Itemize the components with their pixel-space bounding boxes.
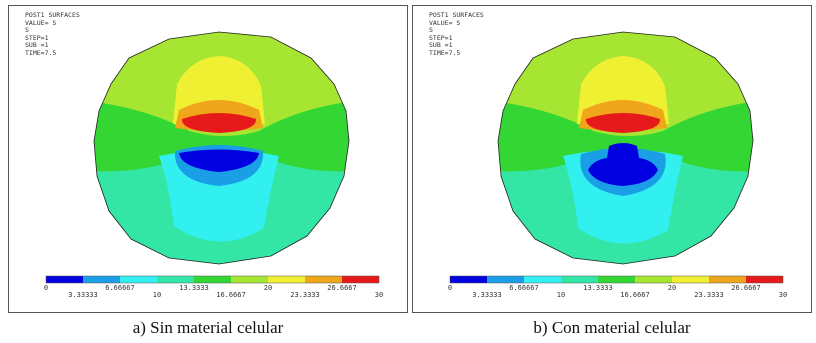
legend-tick-label: 23.3333 bbox=[694, 291, 724, 299]
legend-swatch bbox=[46, 276, 83, 283]
caption-a: a) Sin material celular bbox=[132, 318, 284, 337]
legend-tick-label: 30 bbox=[375, 291, 383, 299]
legend-swatch bbox=[709, 276, 746, 283]
legend-tick-label: 23.3333 bbox=[290, 291, 320, 299]
s-line: S bbox=[25, 26, 29, 35]
contour-band-midline bbox=[498, 101, 753, 172]
time-line: TIME=7.5 bbox=[25, 48, 57, 57]
legend-tick-label: 20 bbox=[668, 284, 676, 292]
legend-swatch bbox=[83, 276, 120, 283]
legend-tick-label: 0 bbox=[448, 284, 452, 292]
contour-band-min bbox=[588, 143, 658, 186]
legend-swatch bbox=[120, 276, 157, 283]
legend-tick-label: 10 bbox=[153, 291, 161, 299]
s-line: S bbox=[429, 26, 433, 35]
color-legend-a: 0 6.66667 13.3333 20 26.6667 3.33333 10 16.6667… bbox=[44, 275, 383, 299]
legend-swatch bbox=[746, 276, 783, 283]
legend-tick-label: 20 bbox=[264, 284, 272, 292]
legend-swatch bbox=[672, 276, 709, 283]
caption-b: b) Con material celular bbox=[533, 318, 691, 337]
legend-tick-label: 16.6667 bbox=[620, 291, 650, 299]
legend-tick-label: 13.3333 bbox=[179, 284, 209, 292]
contour-plot-a: 0 6.66667 13.3333 20 26.6667 3.33333 10 16.6667… bbox=[44, 31, 383, 299]
legend-border bbox=[449, 275, 784, 284]
step-line: STEP=1 bbox=[429, 33, 453, 42]
legend-swatch bbox=[598, 276, 635, 283]
legend-tick-label: 26.6667 bbox=[731, 284, 761, 292]
legend-swatch bbox=[487, 276, 524, 283]
legend-swatch bbox=[157, 276, 194, 283]
legend-tick-label: 26.6667 bbox=[327, 284, 357, 292]
plot-info-a: POST1 SURFACES VALUE= S S STEP=1 SUB =1 … bbox=[25, 11, 80, 58]
contour-panel-b: POST1 SURFACES VALUE= S S STEP=1 SUB =1 … bbox=[412, 5, 812, 313]
legend-swatch bbox=[561, 276, 598, 283]
legend-swatch bbox=[524, 276, 561, 283]
legend-tick-label: 10 bbox=[557, 291, 565, 299]
plot-header: POST1 SURFACES bbox=[429, 11, 484, 19]
legend-tick-label: 6.66667 bbox=[509, 284, 539, 292]
value-line: VALUE= S bbox=[429, 18, 461, 27]
time-line: TIME=7.5 bbox=[429, 48, 461, 57]
contour-band-max bbox=[585, 113, 661, 133]
legend-swatch bbox=[268, 276, 305, 283]
legend-tick-label: 30 bbox=[779, 291, 787, 299]
value-line: VALUE= S bbox=[25, 18, 57, 27]
legend-swatch bbox=[342, 276, 379, 283]
sub-line: SUB =1 bbox=[25, 41, 49, 50]
legend-swatch bbox=[450, 276, 487, 283]
sub-line: SUB =1 bbox=[429, 41, 453, 50]
legend-tick-label: 16.6667 bbox=[216, 291, 246, 299]
contour-band-min bbox=[179, 149, 259, 172]
contour-panel-a: POST1 SURFACES VALUE= S S STEP=1 SUB =1 … bbox=[8, 5, 408, 313]
plot-info-b: POST1 SURFACES VALUE= S S STEP=1 SUB =1 … bbox=[429, 11, 484, 58]
plot-header: POST1 SURFACES bbox=[25, 11, 80, 19]
legend-swatch bbox=[194, 276, 231, 283]
legend-tick-label: 13.3333 bbox=[583, 284, 613, 292]
legend-tick-label: 0 bbox=[44, 284, 48, 292]
legend-swatch bbox=[305, 276, 342, 283]
legend-tick-label: 3.33333 bbox=[68, 291, 98, 299]
legend-swatch bbox=[231, 276, 268, 283]
contour-band-max bbox=[181, 113, 257, 133]
legend-tick-label: 3.33333 bbox=[472, 291, 502, 299]
legend-tick-label: 6.66667 bbox=[105, 284, 135, 292]
color-legend-b: 0 6.66667 13.3333 20 26.6667 3.33333 10 16.6667… bbox=[448, 275, 787, 299]
step-line: STEP=1 bbox=[25, 33, 49, 42]
contour-band-midline bbox=[94, 101, 349, 172]
contour-plot-b: 0 6.66667 13.3333 20 26.6667 3.33333 10 16.6667… bbox=[448, 31, 787, 299]
legend-border bbox=[45, 275, 380, 284]
legend-swatch bbox=[635, 276, 672, 283]
domain-outline bbox=[93, 31, 350, 265]
domain-outline bbox=[497, 31, 754, 265]
